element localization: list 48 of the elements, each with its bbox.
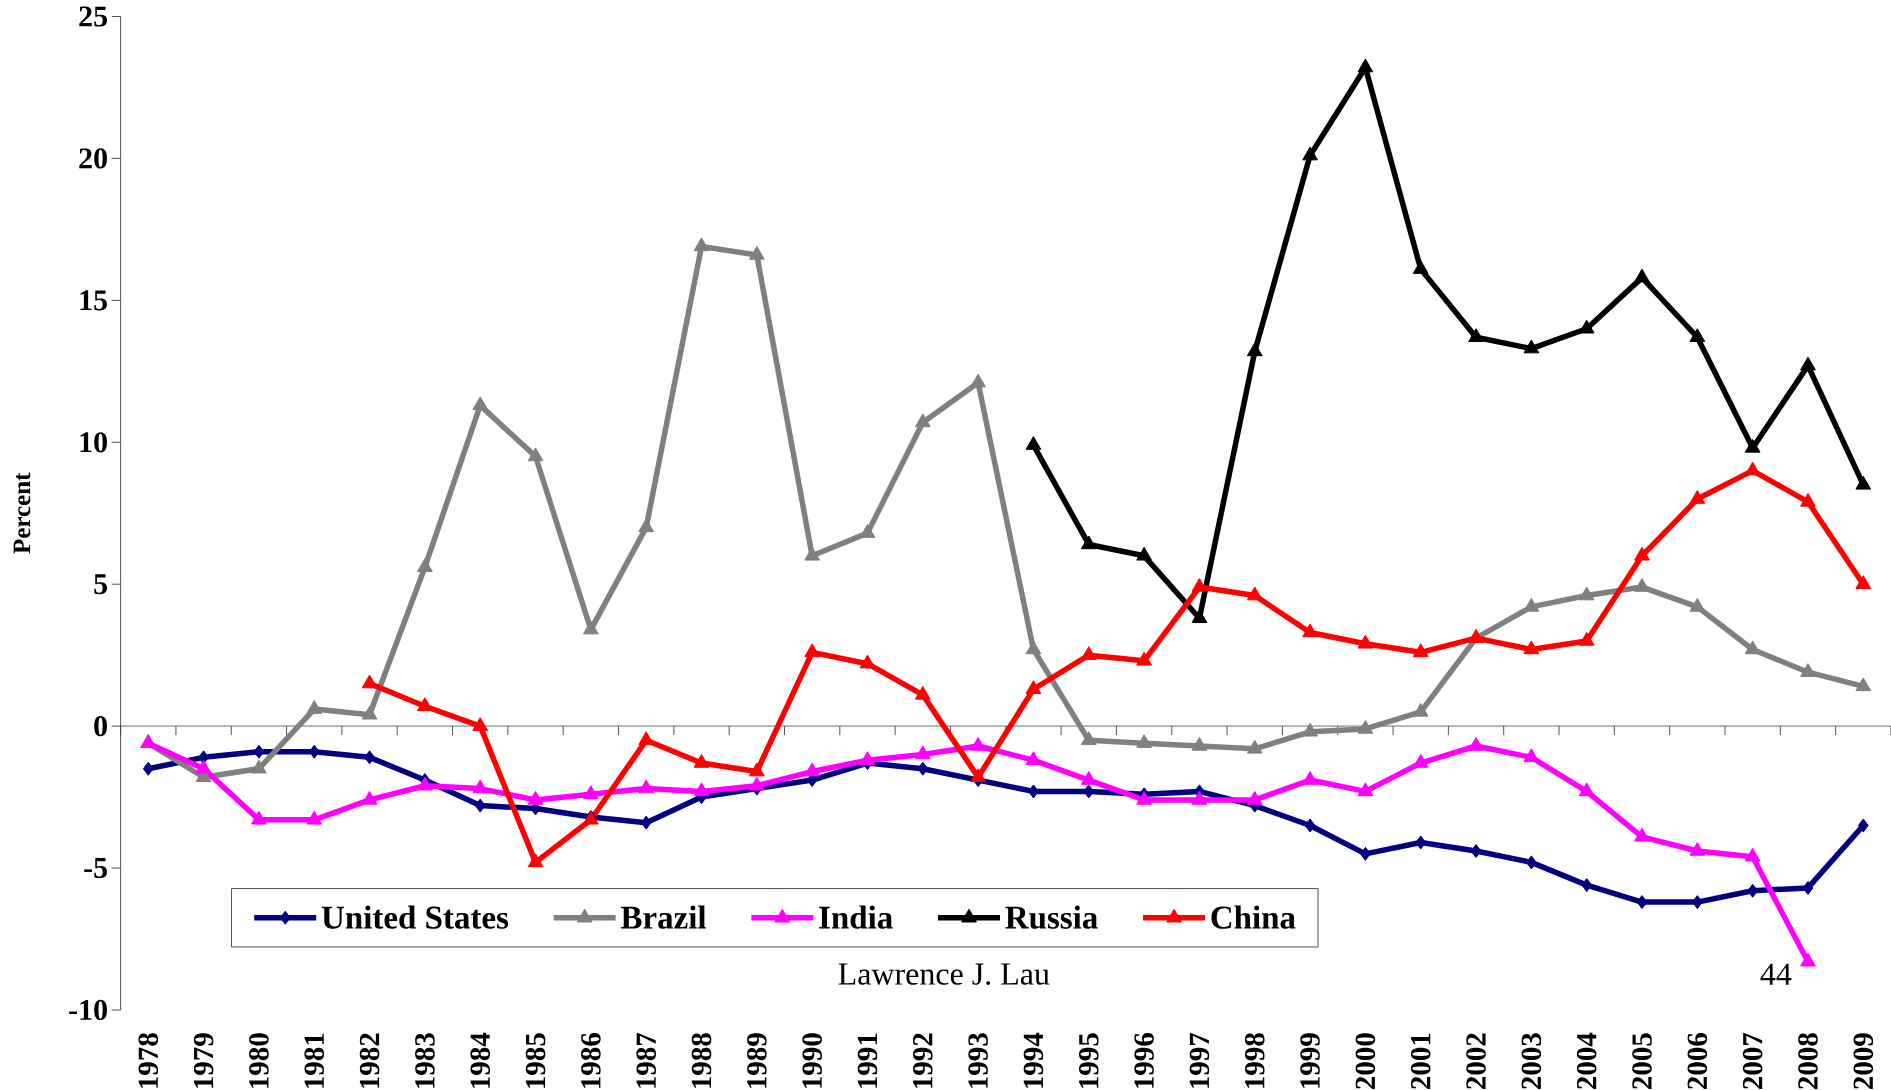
legend-label: Brazil xyxy=(620,905,707,929)
y-tick-label: 10 xyxy=(80,432,107,453)
x-tick-label: 2002 xyxy=(1466,1033,1486,1089)
x-tick-label: 2000 xyxy=(1355,1033,1376,1089)
x-tick-label: 1991 xyxy=(857,1033,878,1088)
x-tick-label: 1979 xyxy=(193,1033,214,1088)
x-tick-label: 1990 xyxy=(802,1033,822,1088)
x-tick-label: 1997 xyxy=(1189,1032,1210,1088)
x-tick-label: 1978 xyxy=(138,1033,159,1088)
x-tick-label: 2003 xyxy=(1521,1033,1542,1089)
legend-label: China xyxy=(1211,905,1296,929)
y-tick-label: 25 xyxy=(79,6,107,27)
x-tick-label: 1999 xyxy=(1300,1033,1320,1088)
x-tick-label: 1994 xyxy=(1023,1032,1044,1088)
x-tick-label: 1985 xyxy=(525,1033,546,1088)
y-axis-title: Percent xyxy=(13,472,31,554)
legend-label: India xyxy=(819,905,893,929)
legend-label: United States xyxy=(321,905,509,929)
x-tick-label: 1988 xyxy=(691,1033,712,1088)
y-tick-label: -5 xyxy=(84,858,107,879)
x-tick-label: 2001 xyxy=(1410,1033,1431,1089)
y-tick-label: 0 xyxy=(94,716,107,737)
annotation: 44 xyxy=(1760,963,1792,985)
y-tick-label: 15 xyxy=(80,290,107,311)
x-tick-label: 1989 xyxy=(747,1033,767,1088)
x-tick-label: 1980 xyxy=(249,1033,269,1088)
x-tick-label: 1982 xyxy=(359,1033,380,1088)
x-tick-label: 1983 xyxy=(415,1033,435,1088)
x-tick-label: 1984 xyxy=(470,1032,490,1088)
x-tick-label: 1995 xyxy=(1079,1033,1099,1088)
x-tick-label: 2008 xyxy=(1798,1033,1818,1089)
annotation: Lawrence J. Lau xyxy=(838,963,1050,985)
x-tick-label: 2004 xyxy=(1576,1032,1597,1089)
x-tick-label: 2005 xyxy=(1632,1033,1652,1089)
y-tick-label: 5 xyxy=(94,574,107,595)
y-tick-label: 20 xyxy=(79,148,107,169)
x-tick-label: 1987 xyxy=(636,1032,656,1088)
x-tick-label: 2006 xyxy=(1687,1033,1708,1089)
x-tick-label: 1986 xyxy=(581,1033,601,1088)
legend-label: Russia xyxy=(1005,905,1098,929)
x-tick-label: 1993 xyxy=(968,1033,988,1088)
x-tick-label: 2009 xyxy=(1853,1033,1874,1089)
x-tick-label: 1981 xyxy=(304,1033,325,1088)
x-tick-label: 1998 xyxy=(1244,1033,1265,1088)
x-tick-label: 1992 xyxy=(913,1033,933,1088)
y-tick-label: -10 xyxy=(69,999,107,1021)
x-tick-label: 2007 xyxy=(1742,1032,1763,1089)
x-tick-label: 1996 xyxy=(1134,1033,1154,1088)
